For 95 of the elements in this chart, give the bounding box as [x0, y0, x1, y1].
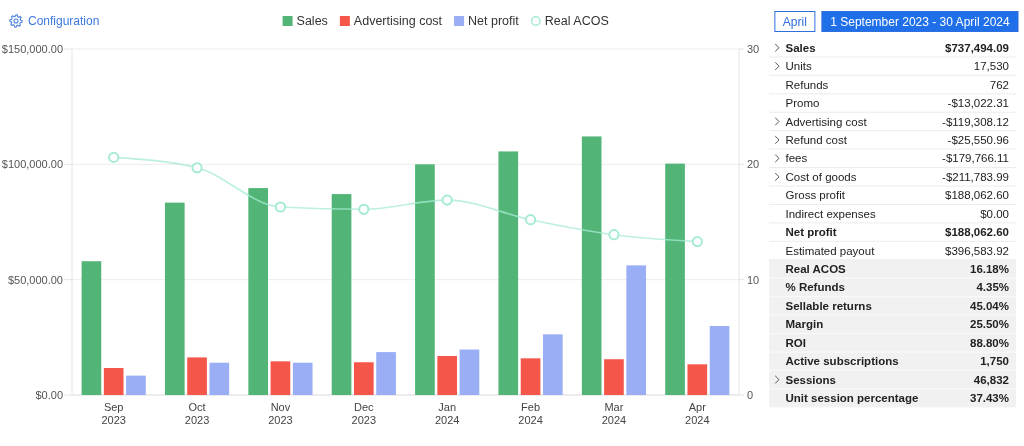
y-tick-label: $150,000.00 [1, 42, 63, 55]
bar [709, 326, 730, 395]
x-tick-label: Apr 2024 [685, 401, 710, 426]
point [524, 214, 537, 226]
category-label: Sales [785, 41, 816, 54]
bar [581, 136, 602, 395]
x-tick-label: Dec 2023 [351, 401, 377, 426]
text: 45.04% [969, 299, 1009, 312]
x-tick-label: Mar 2024 [601, 401, 627, 426]
y-tick-label: $100,000.00 [1, 158, 63, 171]
bar [376, 352, 396, 395]
y-tick-label: $50,000.00 [7, 273, 63, 286]
category-label: Promo [785, 97, 820, 110]
bar [437, 356, 458, 395]
text: 88.80% [969, 336, 1009, 349]
bar [103, 368, 124, 395]
bar [126, 375, 146, 395]
text: 1 September 2023 - 30 April 2024 [830, 14, 1010, 29]
bar [626, 265, 647, 395]
y2-tick-label: 0 [747, 388, 754, 401]
bar [209, 362, 230, 395]
point [441, 194, 453, 206]
bar [687, 364, 708, 395]
x-tick-label: Feb 2024 [518, 401, 543, 426]
category-label: % Refunds [785, 281, 845, 294]
point [358, 203, 370, 215]
y2-tick-label: 20 [747, 158, 760, 171]
legend-label: Real ACOS [544, 14, 609, 29]
category-label: ROI [785, 336, 806, 349]
bar [81, 261, 102, 395]
category-label: Real ACOS [785, 263, 847, 276]
text: $188,062.60 [945, 189, 1009, 202]
y2-tick-label: 10 [747, 273, 760, 286]
text: -$119,308.12 [942, 115, 1009, 128]
text: $188,062.60 [945, 226, 1009, 239]
text: Configuration [28, 14, 100, 29]
bar [459, 349, 480, 395]
legend-label: Sales [296, 14, 328, 29]
bar [331, 194, 352, 395]
text: 762 [989, 78, 1009, 91]
bar [498, 151, 519, 395]
text: $396,583.92 [945, 244, 1009, 257]
text: 37.43% [969, 392, 1009, 405]
x-tick-label: Jan 2024 [434, 401, 460, 426]
category-label: Refund cost [785, 133, 848, 146]
text: 25.50% [969, 318, 1009, 331]
category-label: Sellable returns [785, 299, 872, 312]
x-tick-label: Nov 2023 [268, 401, 293, 426]
category-label: Units [785, 60, 812, 73]
text: -$25,550.96 [947, 133, 1009, 146]
category-label: Indirect expenses [785, 207, 876, 220]
legend-label: Advertising cost [353, 14, 443, 29]
text: 4.35% [976, 281, 1009, 294]
bar [164, 202, 185, 395]
bar [292, 362, 313, 395]
category-label: fees [785, 152, 808, 165]
point [691, 236, 703, 248]
point [108, 151, 120, 164]
bar [665, 163, 685, 395]
category-label: Estimated payout [785, 244, 876, 257]
text: -$13,022.31 [947, 97, 1009, 110]
category-label: Net profit [785, 226, 837, 239]
bar [187, 357, 207, 395]
text: 1,750 [980, 355, 1009, 368]
text: 46,832 [973, 373, 1009, 386]
category-label: Active subscriptions [785, 355, 899, 368]
y2-tick-label: 30 [747, 42, 760, 55]
text: -$179,766.11 [942, 152, 1009, 165]
text: April [782, 14, 807, 29]
text: $737,494.09 [945, 41, 1009, 54]
legend-label: Net profit [468, 14, 520, 29]
text: $0.00 [980, 207, 1009, 220]
category-label: Refunds [785, 78, 829, 91]
point [608, 229, 620, 241]
point [191, 162, 203, 174]
bar [543, 334, 563, 395]
x-tick-label: Sep 2023 [101, 401, 126, 426]
bar [604, 359, 624, 395]
category-label: Sessions [785, 373, 836, 386]
bar [353, 362, 374, 395]
y-tick-label: $0.00 [35, 388, 63, 401]
x-tick-label: Oct 2023 [184, 401, 210, 426]
category-label: Advertising cost [785, 115, 868, 128]
point [274, 201, 287, 213]
text: 16.18% [969, 263, 1009, 276]
bar [270, 361, 291, 395]
category-label: Gross profit [785, 189, 846, 202]
bar [520, 358, 541, 395]
bar [248, 188, 268, 395]
text: -$211,783.99 [942, 170, 1009, 183]
text: 17,530 [973, 60, 1009, 73]
category-label: Unit session percentage [785, 392, 919, 405]
category-label: Cost of goods [785, 170, 857, 183]
bar [415, 164, 435, 395]
category-label: Margin [785, 318, 824, 331]
